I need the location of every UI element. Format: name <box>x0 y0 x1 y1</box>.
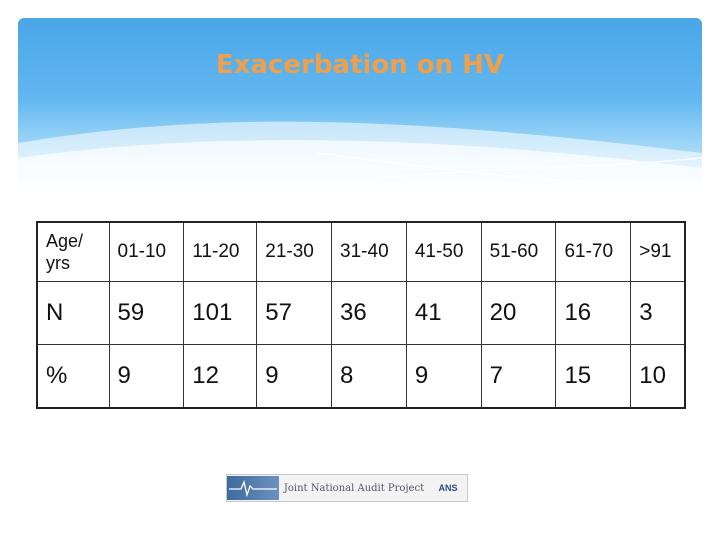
count-cell: 16 <box>555 281 632 345</box>
count-cell: 59 <box>108 281 185 345</box>
wave-decoration <box>18 121 702 198</box>
age-group-cell: 61-70 <box>555 221 632 282</box>
age-group-cell: 31-40 <box>331 221 407 282</box>
count-cell: 41 <box>405 281 482 345</box>
percent-cell: 12 <box>183 344 258 409</box>
row-label: N <box>36 281 110 345</box>
age-header-line2: yrs <box>46 253 70 273</box>
percent-cell: 9 <box>405 344 482 409</box>
slide-title: Exacerbation on HV <box>215 50 505 80</box>
count-cell: 20 <box>480 281 557 345</box>
slide-header-banner <box>18 18 702 198</box>
percent-cell: 10 <box>630 344 686 409</box>
age-group-cell: 01-10 <box>108 221 185 282</box>
count-cell: 3 <box>630 281 686 345</box>
percent-cell: 7 <box>480 344 557 409</box>
count-cell: 57 <box>256 281 333 345</box>
age-group-cell: 41-50 <box>405 221 482 282</box>
footer-logo-text: Joint National Audit Project <box>283 482 425 494</box>
percent-cell: 9 <box>108 344 185 409</box>
table-header-row: Age/ yrs 01-10 11-20 21-30 31-40 41-50 5… <box>36 221 686 282</box>
footer-logo-banner: Joint National Audit Project ANS <box>226 474 468 502</box>
ans-logo-text: ANS <box>438 483 458 493</box>
percent-cell: 15 <box>555 344 632 409</box>
ans-logo-icon: ANS <box>429 477 467 499</box>
count-cell: 101 <box>183 281 258 345</box>
age-distribution-table: Age/ yrs 01-10 11-20 21-30 31-40 41-50 5… <box>36 221 686 409</box>
row-label: % <box>36 344 110 409</box>
age-group-cell: >91 <box>630 221 686 282</box>
heartbeat-logo-icon <box>227 476 279 500</box>
age-group-cell: 11-20 <box>183 221 258 282</box>
percent-cell: 9 <box>256 344 333 409</box>
age-header-cell: Age/ yrs <box>36 221 110 282</box>
count-cell: 36 <box>331 281 407 345</box>
age-header-line1: Age/ <box>46 231 84 251</box>
percent-cell: 8 <box>331 344 407 409</box>
table-row-n: N 59 101 57 36 41 20 16 3 <box>36 281 686 345</box>
table-row-percent: % 9 12 9 8 9 7 15 10 <box>36 344 686 409</box>
age-group-cell: 21-30 <box>256 221 333 282</box>
age-group-cell: 51-60 <box>480 221 557 282</box>
